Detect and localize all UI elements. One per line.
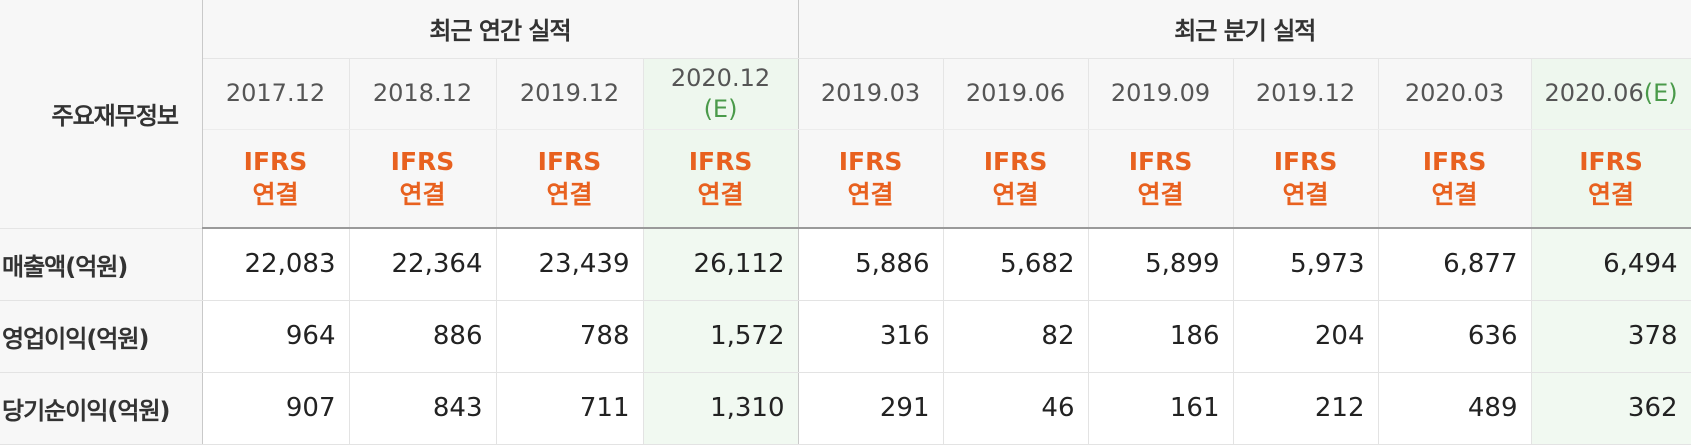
accounting-standard: IFRS 연결 — [943, 129, 1089, 229]
table-cell-estimate: 26,112 — [643, 228, 799, 301]
period-label: 2018.12 — [372, 79, 473, 107]
group-header-row: 주요재무정보 최근 연간 실적 최근 분기 실적 — [0, 0, 1691, 229]
period-label: 2019.06 — [965, 79, 1066, 107]
consolidated-label: 연결 — [992, 180, 1039, 210]
table-cell: 636 — [1378, 300, 1532, 373]
table-cell: 291 — [798, 372, 944, 445]
table-cell: 788 — [496, 300, 644, 373]
table-cell: 5,886 — [798, 228, 944, 301]
period-label: 2020.12 — [670, 63, 771, 92]
row-label: 영업이익(억원) — [0, 300, 203, 373]
accounting-standard: IFRS 연결 — [202, 129, 350, 229]
table-cell: 204 — [1233, 300, 1379, 373]
table-cell-estimate: 378 — [1531, 300, 1691, 373]
table-cell-estimate: 6,494 — [1531, 228, 1691, 301]
ifrs-label: IFRS — [838, 147, 903, 177]
table-cell: 82 — [943, 300, 1089, 373]
table-cell: 22,083 — [202, 228, 350, 301]
row-label: 당기순이익(억원) — [0, 372, 203, 445]
accounting-standard: IFRS 연결 — [1378, 129, 1532, 229]
ifrs-label: IFRS — [1273, 147, 1338, 177]
ifrs-label: IFRS — [243, 147, 308, 177]
accounting-standard: IFRS 연결 — [349, 129, 497, 229]
period-header: 2020.03 — [1378, 58, 1532, 130]
table-cell: 6,877 — [1378, 228, 1532, 301]
ifrs-label: IFRS — [1422, 147, 1487, 177]
table-cell: 5,682 — [943, 228, 1089, 301]
ifrs-label: IFRS — [983, 147, 1048, 177]
table-cell-estimate: 1,572 — [643, 300, 799, 373]
period-header: 2019.12 — [1233, 58, 1379, 130]
accounting-standard: IFRS 연결 — [643, 129, 799, 229]
period-header: 2019.03 — [798, 58, 944, 130]
period-label: 2017.12 — [225, 79, 326, 107]
period-label: 2020.03 — [1404, 79, 1505, 107]
table-cell: 23,439 — [496, 228, 644, 301]
estimate-mark: (E) — [703, 94, 738, 123]
period-header: 2018.12 — [349, 58, 497, 130]
consolidated-label: 연결 — [847, 180, 894, 210]
table-cell: 489 — [1378, 372, 1532, 445]
accounting-standard-row: IFRS 연결 IFRS 연결 IFRS 연결 IFRS 연결 IFRS 연결 IFRS 연… — [0, 129, 1691, 229]
table-cell: 5,973 — [1233, 228, 1379, 301]
accounting-standard: IFRS 연결 — [1233, 129, 1379, 229]
table-cell: 186 — [1088, 300, 1234, 373]
accounting-standard: IFRS 연결 — [798, 129, 944, 229]
consolidated-label: 연결 — [1431, 180, 1478, 210]
table-cell: 907 — [202, 372, 350, 445]
period-label: 2020.06 — [1544, 79, 1644, 107]
ifrs-label: IFRS — [1128, 147, 1193, 177]
period-header: 2017.12 — [202, 58, 350, 130]
table-cell: 161 — [1088, 372, 1234, 445]
period-label: 2019.12 — [1255, 79, 1356, 107]
period-header: 2019.09 — [1088, 58, 1234, 130]
ifrs-label: IFRS — [390, 147, 455, 177]
row-label: 매출액(억원) — [0, 228, 203, 301]
period-label: 2019.03 — [820, 79, 921, 107]
table-row: 영업이익(억원) 964 886 788 1,572 316 82 186 20… — [0, 300, 1691, 373]
consolidated-label: 연결 — [252, 180, 299, 210]
table-cell: 964 — [202, 300, 350, 373]
table-cell: 212 — [1233, 372, 1379, 445]
consolidated-label: 연결 — [1137, 180, 1184, 210]
consolidated-label: 연결 — [1588, 180, 1635, 210]
corner-label: 주요재무정보 — [0, 0, 203, 229]
table-cell: 46 — [943, 372, 1089, 445]
period-header-estimate: 2020.12 (E) — [643, 58, 799, 130]
table-cell: 5,899 — [1088, 228, 1234, 301]
consolidated-label: 연결 — [1282, 180, 1329, 210]
accounting-standard: IFRS 연결 — [1531, 129, 1691, 229]
consolidated-label: 연결 — [697, 180, 744, 210]
period-header: 2019.06 — [943, 58, 1089, 130]
period-label: 2019.12 — [519, 79, 620, 107]
table-cell: 843 — [349, 372, 497, 445]
table-cell-estimate: 1,310 — [643, 372, 799, 445]
estimate-mark: (E) — [1643, 79, 1678, 107]
consolidated-label: 연결 — [546, 180, 593, 210]
consolidated-label: 연결 — [399, 180, 446, 210]
ifrs-label: IFRS — [1579, 147, 1643, 177]
table-row: 당기순이익(억원) 907 843 711 1,310 291 46 161 2… — [0, 372, 1691, 445]
table-cell: 22,364 — [349, 228, 497, 301]
period-label: 2019.09 — [1110, 79, 1211, 107]
quarterly-group-header: 최근 분기 실적 — [798, 0, 1691, 59]
table-cell: 316 — [798, 300, 944, 373]
accounting-standard: IFRS 연결 — [496, 129, 644, 229]
ifrs-label: IFRS — [688, 147, 753, 177]
annual-group-header: 최근 연간 실적 — [202, 0, 799, 59]
ifrs-label: IFRS — [537, 147, 602, 177]
table-cell: 711 — [496, 372, 644, 445]
table-cell: 886 — [349, 300, 497, 373]
table-cell-estimate: 362 — [1531, 372, 1691, 445]
accounting-standard: IFRS 연결 — [1088, 129, 1234, 229]
table-row: 매출액(억원) 22,083 22,364 23,439 26,112 5,88… — [0, 228, 1691, 301]
period-header: 2019.12 — [496, 58, 644, 130]
period-header-row: 2017.12 2018.12 2019.12 2020.12 (E) 2019.… — [0, 58, 1691, 130]
period-header-estimate: 2020.06(E) — [1531, 58, 1691, 130]
